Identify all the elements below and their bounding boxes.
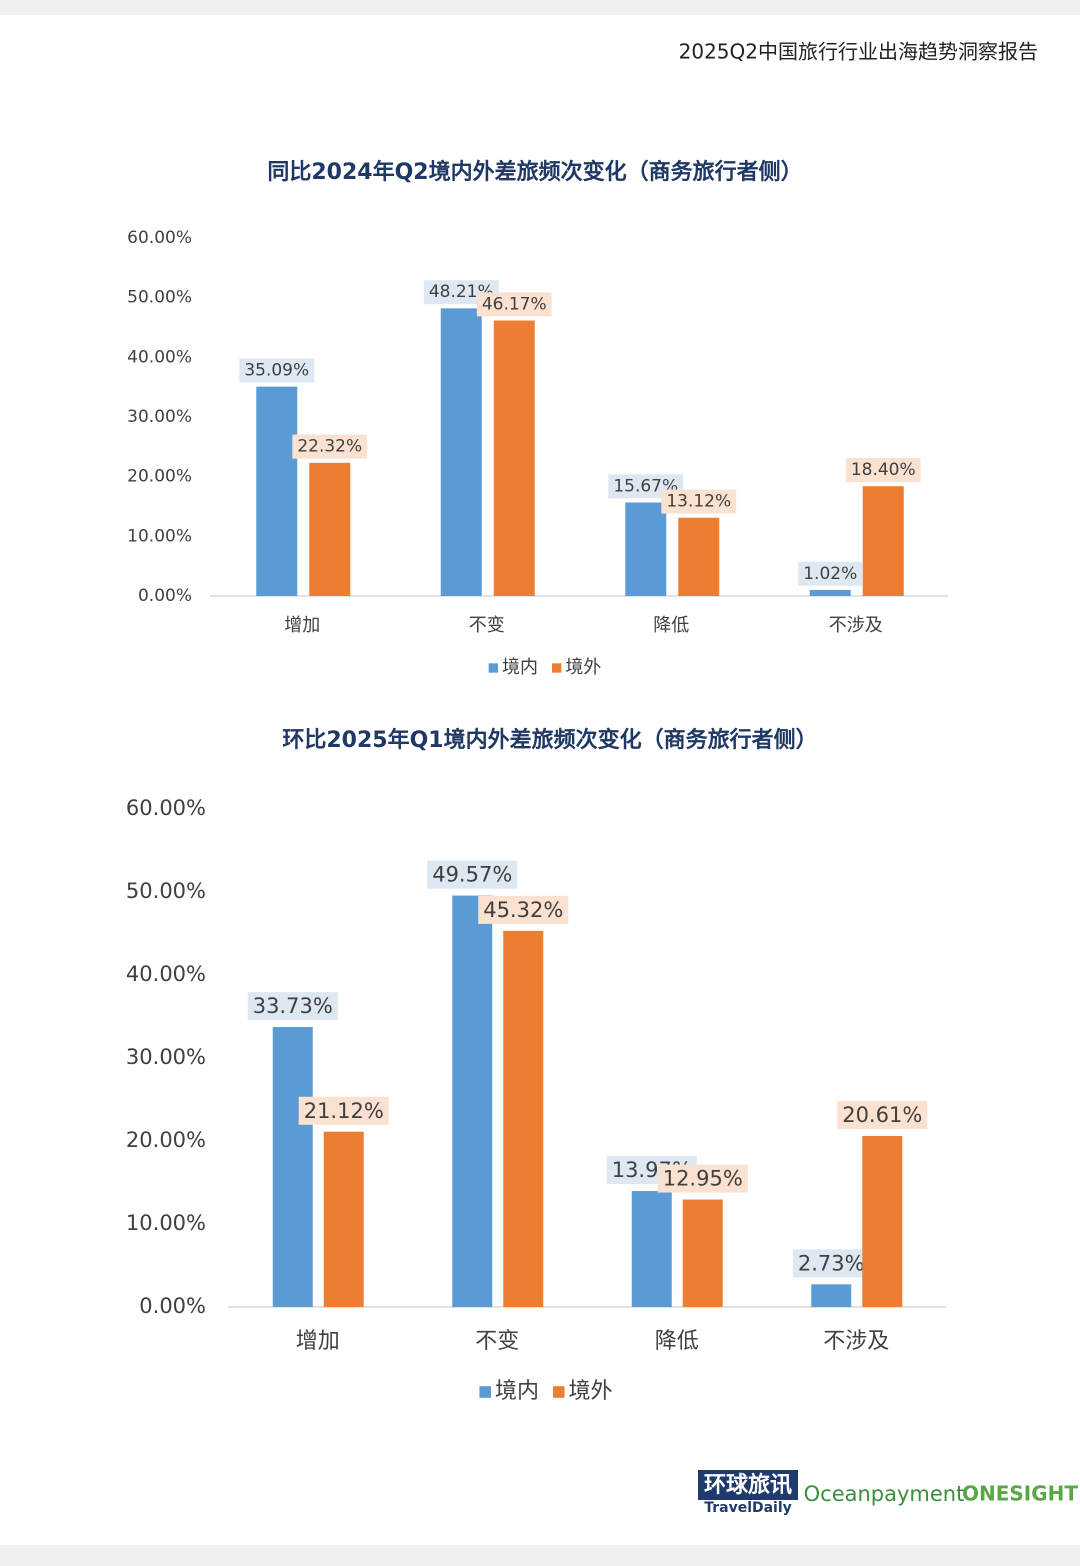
- x-tick-label: 降低: [655, 1329, 699, 1354]
- value-label: 18.40%: [851, 460, 916, 480]
- bar: [682, 1199, 723, 1307]
- x-tick-label: 不涉及: [829, 615, 883, 636]
- value-label-bg: [239, 358, 315, 383]
- legend-label: 境外: [565, 657, 601, 678]
- x-tick-label: 不变: [469, 615, 505, 636]
- value-label-bg: [478, 895, 569, 924]
- value-label: 49.57%: [432, 863, 512, 887]
- y-tick-label: 20.00%: [127, 467, 192, 487]
- value-label-bg: [298, 1096, 389, 1125]
- value-label-bg: [657, 1164, 748, 1193]
- logo-text: Oceanpayment: [804, 1482, 965, 1506]
- legend-label: 境内: [495, 1379, 539, 1404]
- x-tick-label: 降低: [653, 615, 689, 636]
- report-title: 2025Q2中国旅行行业出海趋势洞察报告: [679, 40, 1038, 64]
- y-tick-label: 0.00%: [139, 1294, 206, 1318]
- y-tick-label: 10.00%: [127, 526, 192, 546]
- logo-text: TravelDaily: [704, 1500, 792, 1516]
- value-label-bg: [661, 489, 737, 514]
- legend-swatch: [479, 1386, 491, 1398]
- value-label-bg: [476, 292, 552, 317]
- value-label-bg: [292, 434, 368, 459]
- bar: [625, 502, 667, 596]
- value-label-bg: [837, 1100, 928, 1129]
- bar: [678, 517, 720, 596]
- bar: [811, 1284, 852, 1307]
- chart-title: 环比2025年Q1境内外差旅频次变化（商务旅行者侧）: [282, 727, 817, 753]
- bar: [323, 1131, 364, 1307]
- bar: [309, 462, 351, 596]
- value-label: 21.12%: [304, 1099, 384, 1123]
- logo-text: 环球旅讯: [704, 1472, 792, 1498]
- legend-label: 境内: [502, 657, 538, 678]
- bar: [452, 895, 493, 1307]
- value-label-bg: [792, 1249, 870, 1278]
- y-tick-label: 30.00%: [127, 407, 192, 427]
- y-tick-label: 60.00%: [126, 796, 206, 820]
- value-label: 22.32%: [297, 437, 362, 457]
- value-label: 46.17%: [482, 294, 547, 314]
- value-label-bg: [247, 992, 338, 1021]
- logo-text: ONESIGHT: [962, 1482, 1078, 1506]
- value-label-group: 13.12%: [661, 489, 737, 514]
- y-tick-label: 20.00%: [126, 1128, 206, 1152]
- value-label: 2.73%: [798, 1251, 865, 1275]
- value-label: 33.73%: [253, 994, 333, 1018]
- legend-swatch: [553, 1386, 565, 1398]
- y-tick-label: 10.00%: [126, 1211, 206, 1235]
- value-label-group: 46.17%: [476, 292, 552, 317]
- legend-swatch: [552, 663, 562, 673]
- value-label-group: 12.95%: [657, 1164, 748, 1193]
- value-label-group: 45.32%: [478, 895, 569, 924]
- value-label: 20.61%: [842, 1103, 922, 1127]
- y-tick-label: 40.00%: [127, 347, 192, 367]
- y-tick-label: 50.00%: [127, 288, 192, 308]
- y-tick-label: 50.00%: [126, 879, 206, 903]
- legend-label: 境外: [569, 1379, 613, 1404]
- value-label: 45.32%: [483, 898, 563, 922]
- x-tick-label: 增加: [284, 615, 320, 636]
- bar: [862, 486, 904, 596]
- value-label: 35.09%: [244, 360, 309, 380]
- value-label-bg: [798, 561, 863, 586]
- value-label-bg: [845, 458, 921, 483]
- value-label-group: 21.12%: [298, 1096, 389, 1125]
- x-tick-label: 不涉及: [823, 1329, 889, 1354]
- bar: [631, 1191, 672, 1307]
- value-label-group: 2.73%: [792, 1249, 870, 1278]
- value-label: 13.12%: [666, 492, 731, 512]
- x-tick-label: 不变: [475, 1329, 519, 1354]
- value-label: 1.02%: [803, 564, 857, 584]
- y-tick-label: 0.00%: [138, 586, 192, 606]
- bar: [809, 589, 851, 596]
- value-label-group: 49.57%: [427, 860, 518, 889]
- bar: [256, 386, 298, 596]
- value-label-group: 1.02%: [798, 561, 863, 586]
- value-label: 12.95%: [663, 1167, 743, 1191]
- legend-swatch: [488, 663, 498, 673]
- y-tick-label: 30.00%: [126, 1045, 206, 1069]
- bar: [493, 320, 535, 596]
- y-tick-label: 60.00%: [127, 228, 192, 248]
- value-label-group: 33.73%: [247, 992, 338, 1021]
- logo-box: [698, 1470, 798, 1500]
- top-band: [0, 0, 1080, 15]
- value-label-bg: [427, 860, 518, 889]
- bar: [440, 308, 482, 596]
- bar: [272, 1027, 313, 1307]
- chart-title: 同比2024年Q2境内外差旅频次变化（商务旅行者侧）: [267, 159, 802, 185]
- value-label-group: 22.32%: [292, 434, 368, 459]
- value-label-group: 35.09%: [239, 358, 315, 383]
- x-tick-label: 增加: [296, 1329, 340, 1354]
- bottom-band: [0, 1545, 1080, 1566]
- bar: [862, 1135, 903, 1307]
- value-label-group: 18.40%: [845, 458, 921, 483]
- value-label-group: 20.61%: [837, 1100, 928, 1129]
- y-tick-label: 40.00%: [126, 962, 206, 986]
- bar: [503, 930, 544, 1307]
